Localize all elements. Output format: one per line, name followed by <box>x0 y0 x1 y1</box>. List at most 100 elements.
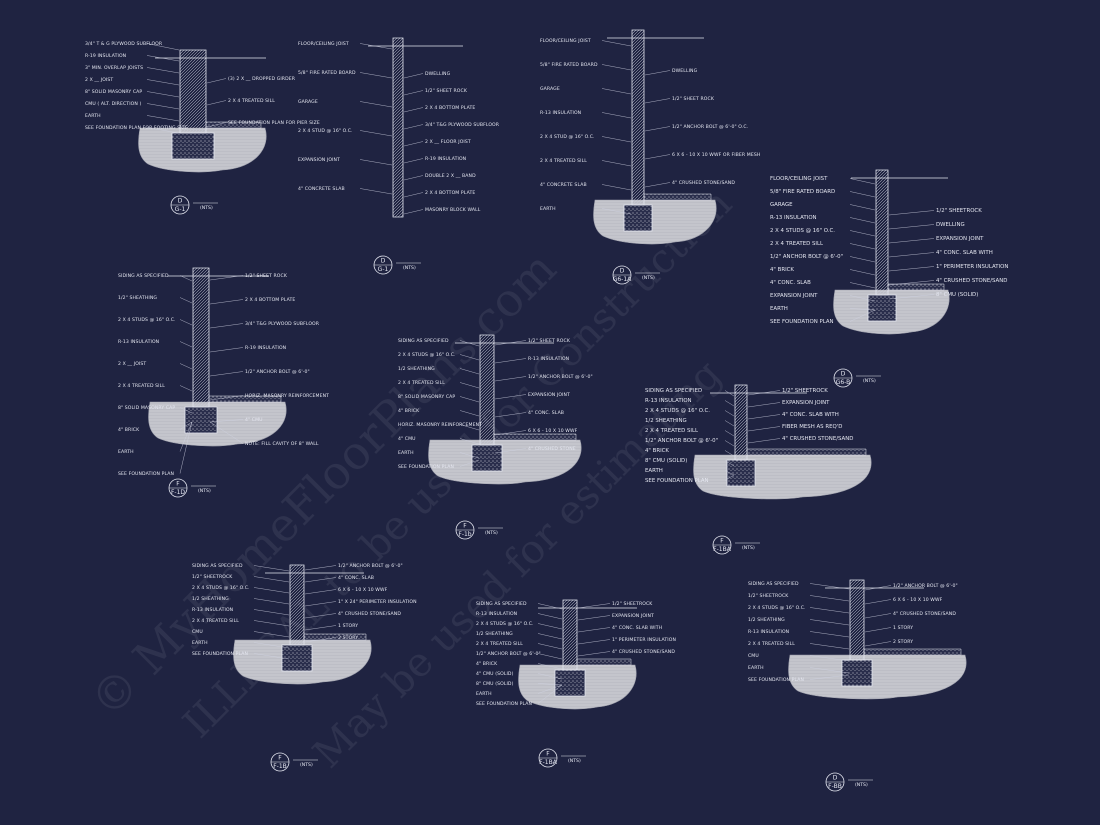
left-label: 4" BRICK <box>476 661 498 667</box>
leader <box>495 359 526 364</box>
left-label: R-13 INSULATION <box>645 398 692 404</box>
left-label: 2 X 4 TREATED SILL <box>192 618 239 624</box>
leader <box>254 588 289 594</box>
leader <box>207 79 226 84</box>
footing <box>282 645 312 671</box>
leader <box>404 210 423 215</box>
left-label: 4" BRICK <box>398 408 420 414</box>
left-label: 2 X 4 TREATED SILL <box>118 383 165 389</box>
earth <box>428 440 581 484</box>
slab <box>747 449 866 455</box>
leader <box>850 205 875 211</box>
leader <box>147 56 179 62</box>
leader <box>889 239 934 244</box>
left-label: 8" SOLID MASONRY CAP <box>398 394 455 400</box>
leader <box>538 674 562 680</box>
leader <box>147 116 179 122</box>
left-label: EARTH <box>540 206 556 212</box>
right-label: 4" CRUSHED STONE/SAND <box>936 278 1007 284</box>
leader <box>360 44 392 50</box>
detail: FLOOR/CEILING JOIST 5/8" FIRE RATED BOARD… <box>540 30 760 284</box>
right-label: 4" CRUSHED STONE/SAND <box>782 436 853 442</box>
leader <box>538 685 562 694</box>
right-label: 3/4" T&G PLYWOOD SUBFLOOR <box>245 321 320 327</box>
right-label: HORIZ. MASONRY REINFORCEMENT <box>245 393 329 399</box>
scale-note: (NTS) <box>200 205 213 211</box>
right-label: 4" CONC. SLAB WITH <box>936 250 993 256</box>
left-label: R-13 INSULATION <box>192 607 233 613</box>
left-label: 1/2" ANCHOR BOLT @ 6'-0" <box>476 651 541 657</box>
footing <box>172 133 214 159</box>
tag-bottom: F-1D <box>171 489 185 496</box>
right-label: 4" CRUSHED STONE/SAND <box>672 180 735 186</box>
left-label: SEE FOUNDATION PLAN <box>476 701 532 707</box>
leader <box>645 71 670 76</box>
footing <box>842 660 872 686</box>
leader <box>865 642 891 647</box>
tag-top: F <box>720 538 724 545</box>
leader <box>460 341 479 347</box>
leader <box>865 614 891 619</box>
leader <box>495 377 526 382</box>
wall <box>290 565 304 645</box>
earth <box>788 655 966 699</box>
leader <box>495 431 526 436</box>
left-label: SIDING AS SPECIFIED <box>118 273 169 279</box>
right-label: R-19 INSULATION <box>425 156 466 162</box>
left-label: 4" CMU (SOLID) <box>476 671 514 677</box>
right-label: 1" PERIMETER INSULATION <box>936 264 1008 270</box>
scale-note: (NTS) <box>485 530 498 536</box>
right-label: 1/2" SHEETROCK <box>612 601 653 607</box>
leader <box>404 91 423 96</box>
leader <box>254 654 289 660</box>
leader <box>305 578 336 583</box>
leader <box>210 420 243 423</box>
leader <box>850 231 875 237</box>
leader <box>207 123 226 128</box>
leader <box>538 624 562 630</box>
leader <box>850 192 875 198</box>
leader <box>602 137 631 143</box>
left-label: 2 X 4 STUDS @ 16" O.C. <box>192 585 250 591</box>
leader <box>865 600 891 605</box>
left-label: EARTH <box>118 449 134 455</box>
left-label: EARTH <box>192 640 208 646</box>
leader <box>538 684 562 686</box>
leader <box>578 604 610 609</box>
leader <box>538 614 562 620</box>
leader <box>210 324 243 329</box>
right-label: DWELLING <box>425 71 451 77</box>
leader <box>810 608 849 614</box>
leader <box>538 654 562 660</box>
right-label: DOUBLE 2 X __ BAND <box>425 173 476 179</box>
leader <box>810 632 849 638</box>
left-label: 1/2 SHEATHING <box>748 617 785 623</box>
leader <box>602 113 631 119</box>
leader <box>865 628 891 633</box>
footing <box>555 670 585 696</box>
leader <box>460 439 479 445</box>
leader <box>147 68 179 74</box>
leader <box>147 128 179 134</box>
detail: SIDING AS SPECIFIED 1/2" SHEATHING 2 X 4 S… <box>118 268 329 497</box>
right-label: 1/2" ANCHOR BOLT @ 6'-0" <box>893 583 958 589</box>
left-label: 2 X 4 TREATED SILL <box>540 158 587 164</box>
right-label: 4" CRUSHED STONE/SAND <box>338 611 401 617</box>
left-label: 1/2" SHEETROCK <box>748 593 789 599</box>
right-label: R-19 INSULATION <box>245 345 286 351</box>
leader <box>460 453 479 459</box>
leader <box>254 577 289 583</box>
leader <box>305 638 336 643</box>
leader <box>404 125 423 130</box>
leader <box>865 586 891 591</box>
leader <box>725 461 734 467</box>
left-label: 4" CONC. SLAB <box>770 280 811 286</box>
right-label: 2 STORY <box>338 635 358 641</box>
leader <box>254 632 289 638</box>
left-label: 2 X 4 STUDS @ 16" O.C. <box>770 228 835 234</box>
left-label: 1/2" ANCHOR BOLT @ 6'-0" <box>770 254 843 260</box>
scale-note: (NTS) <box>863 378 876 384</box>
leader <box>360 102 392 108</box>
left-label: R-13 INSULATION <box>476 611 517 617</box>
